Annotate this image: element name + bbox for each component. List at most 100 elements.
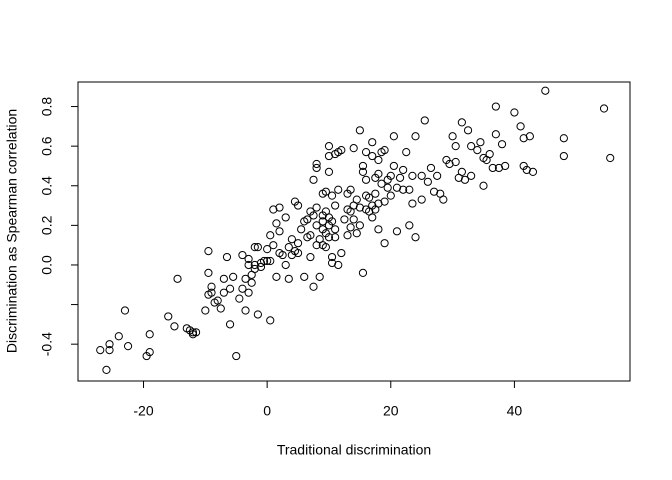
point (473, 146, 482, 155)
point (392, 183, 402, 192)
point (408, 171, 417, 180)
point (241, 274, 250, 283)
point (324, 151, 334, 161)
point (253, 243, 262, 252)
point (324, 233, 334, 242)
point (429, 187, 439, 196)
point (528, 167, 538, 176)
point (374, 225, 383, 234)
point (426, 163, 436, 173)
point (411, 132, 420, 141)
point (188, 328, 198, 337)
point (247, 278, 256, 287)
point (281, 213, 290, 222)
point (229, 272, 238, 281)
point (408, 199, 417, 208)
point (315, 272, 324, 281)
point (334, 185, 343, 194)
y-tick-label: 0.0 (39, 255, 55, 275)
point (389, 132, 398, 141)
point (355, 221, 364, 230)
point (263, 256, 272, 266)
point (460, 175, 470, 184)
point (259, 256, 269, 266)
point (386, 171, 395, 180)
point (355, 203, 364, 212)
point (272, 219, 281, 228)
x-tick-label: 20 (383, 403, 399, 419)
point (349, 144, 358, 153)
point (399, 165, 408, 175)
point (306, 252, 315, 262)
point (105, 346, 114, 355)
point (244, 254, 253, 264)
point (238, 284, 247, 293)
point (327, 258, 337, 268)
point (606, 153, 615, 163)
x-tick-label: 0 (263, 403, 271, 419)
point (368, 213, 377, 222)
point (303, 215, 312, 224)
point (467, 142, 476, 151)
point (522, 165, 531, 175)
point (519, 134, 528, 143)
point (293, 201, 303, 210)
point (358, 268, 368, 277)
point (269, 205, 278, 214)
point (225, 284, 235, 293)
point (494, 163, 504, 173)
point (559, 134, 568, 143)
point (346, 185, 355, 194)
point (361, 147, 371, 157)
point (501, 161, 510, 171)
point (485, 149, 494, 159)
point (312, 221, 321, 230)
point (293, 248, 303, 258)
point (368, 138, 377, 147)
point (201, 306, 210, 315)
point (263, 245, 272, 254)
point (445, 159, 454, 169)
point (525, 132, 534, 141)
point (392, 227, 402, 236)
point (123, 342, 133, 351)
point (497, 140, 507, 149)
point (346, 223, 355, 232)
point (337, 146, 346, 155)
point (451, 142, 460, 151)
y-axis-label: Discrimination as Spearman correlation (4, 109, 20, 353)
point (284, 243, 293, 252)
point (312, 163, 321, 173)
point (324, 167, 334, 176)
point (238, 250, 247, 260)
point (250, 243, 259, 252)
point (216, 304, 225, 313)
point (510, 108, 519, 117)
point (105, 340, 114, 349)
point (374, 199, 383, 208)
point (389, 161, 398, 171)
point (120, 306, 130, 315)
point (516, 122, 525, 131)
point (349, 215, 358, 224)
point (380, 239, 389, 248)
point (318, 217, 327, 226)
point (232, 351, 241, 361)
point (352, 229, 361, 238)
point (399, 185, 408, 194)
point (340, 215, 349, 224)
point (321, 243, 330, 252)
point (241, 306, 250, 315)
point (164, 312, 173, 321)
point (219, 274, 228, 283)
point (327, 252, 337, 262)
point (402, 147, 411, 157)
y-tick-label: 0.2 (39, 215, 55, 235)
point (207, 282, 216, 291)
point (244, 260, 253, 270)
point (358, 161, 368, 171)
point (405, 185, 414, 194)
point (297, 225, 306, 234)
point (365, 193, 374, 202)
